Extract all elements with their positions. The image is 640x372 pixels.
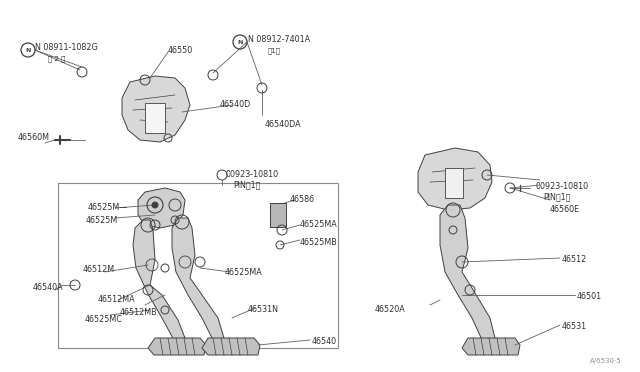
Text: 46525M: 46525M [86, 216, 118, 225]
Polygon shape [148, 338, 206, 355]
Text: 46512M: 46512M [83, 265, 115, 274]
Text: N 08912-7401A: N 08912-7401A [248, 35, 310, 44]
Text: 46540DA: 46540DA [265, 120, 301, 129]
Text: 46540A: 46540A [33, 283, 63, 292]
Polygon shape [440, 205, 495, 342]
Text: 46550: 46550 [168, 46, 193, 55]
Text: 46531N: 46531N [248, 305, 279, 314]
Polygon shape [202, 338, 260, 355]
Text: 00923-10810: 00923-10810 [535, 182, 588, 191]
Text: PIN（1）: PIN（1） [233, 180, 260, 189]
Text: 00923-10810: 00923-10810 [225, 170, 278, 179]
Text: 46520A: 46520A [374, 305, 405, 314]
Text: 46586: 46586 [290, 195, 315, 204]
Text: N: N [26, 48, 31, 52]
Text: N: N [237, 39, 243, 45]
Polygon shape [462, 338, 520, 355]
Bar [58, 183, 338, 348]
Polygon shape [133, 220, 185, 342]
Polygon shape [122, 76, 190, 142]
Bar [270, 203, 286, 227]
Text: 46525MA: 46525MA [300, 220, 338, 229]
Text: 46525MC: 46525MC [85, 315, 123, 324]
Circle shape [152, 202, 158, 208]
Text: 46512MB: 46512MB [120, 308, 157, 317]
Text: 46501: 46501 [577, 292, 602, 301]
Bar [445, 168, 463, 198]
Text: 46525M—: 46525M— [88, 203, 128, 212]
Polygon shape [172, 218, 224, 342]
Polygon shape [418, 148, 492, 210]
Text: 〈 2 〉: 〈 2 〉 [48, 55, 65, 62]
Polygon shape [138, 188, 185, 228]
Text: 46512MA: 46512MA [98, 295, 136, 304]
Text: A/6530·5: A/6530·5 [590, 358, 621, 364]
Text: 46531: 46531 [562, 322, 587, 331]
Text: 46525MA: 46525MA [225, 268, 263, 277]
Bar [145, 103, 165, 133]
Text: 46512: 46512 [562, 255, 588, 264]
Text: 46560M: 46560M [18, 133, 50, 142]
Text: 46540D: 46540D [220, 100, 252, 109]
Text: PIN（1）: PIN（1） [543, 192, 570, 201]
Text: 46560E: 46560E [550, 205, 580, 214]
Text: N 08911-1082G: N 08911-1082G [35, 43, 98, 52]
Text: 46525MB: 46525MB [300, 238, 338, 247]
Text: 46540: 46540 [312, 337, 337, 346]
Text: （1）: （1） [268, 47, 281, 54]
